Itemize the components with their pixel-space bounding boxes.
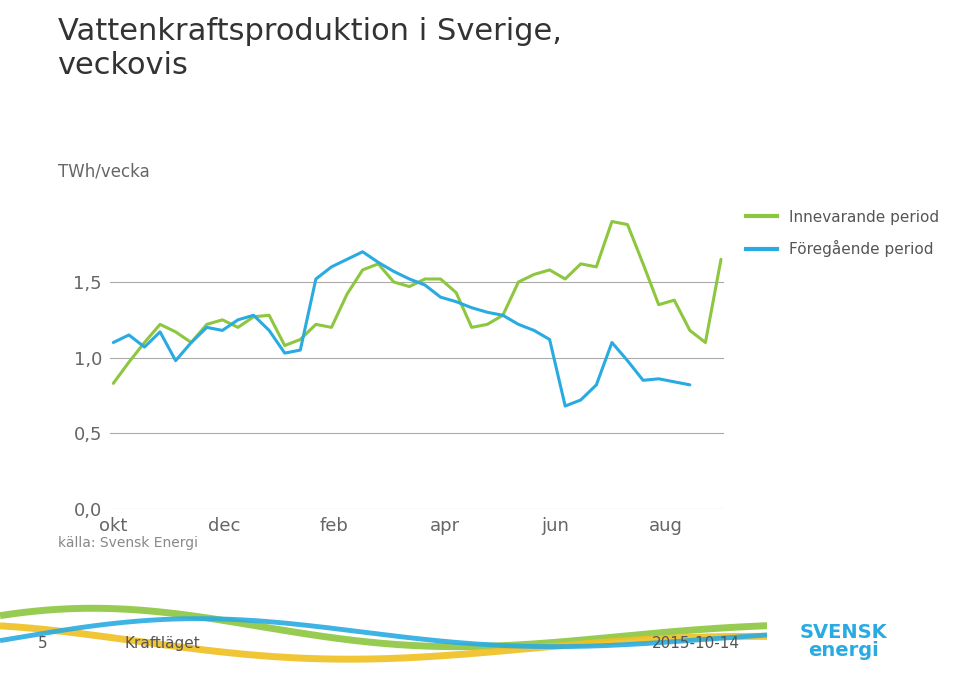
Text: Vattenkraftsproduktion i Sverige,: Vattenkraftsproduktion i Sverige, xyxy=(58,17,562,46)
Text: SVENSK
energi: SVENSK energi xyxy=(800,623,888,660)
Text: TWh/vecka: TWh/vecka xyxy=(58,162,150,180)
Text: 2015-10-14: 2015-10-14 xyxy=(652,636,740,651)
Text: källa: Svensk Energi: källa: Svensk Energi xyxy=(58,536,198,550)
Legend: Innevarande period, Föregående period: Innevarande period, Föregående period xyxy=(746,210,939,257)
Text: Kraftläget: Kraftläget xyxy=(125,636,200,651)
Text: 5: 5 xyxy=(38,636,48,651)
Text: veckovis: veckovis xyxy=(58,51,188,80)
